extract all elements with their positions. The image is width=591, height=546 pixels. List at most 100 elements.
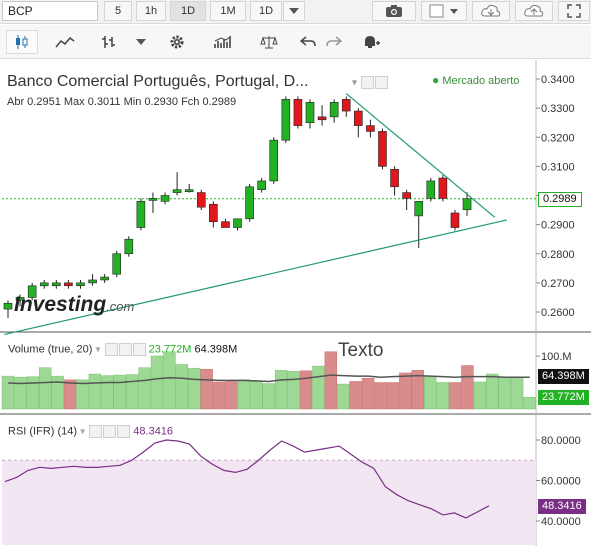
- candle-body[interactable]: [27, 285, 37, 298]
- candle-body[interactable]: [52, 282, 61, 287]
- chart-canvas[interactable]: 0.34000.33000.32000.31000.30000.29000.28…: [0, 60, 591, 546]
- volume-ma-value: 64.398M: [194, 343, 238, 356]
- line-chart-button[interactable]: [48, 30, 82, 54]
- candle-body[interactable]: [172, 189, 182, 193]
- fullscreen-button[interactable]: [558, 1, 590, 21]
- candle-body[interactable]: [402, 192, 411, 199]
- candle-body[interactable]: [462, 198, 472, 211]
- candle-body[interactable]: [184, 189, 194, 192]
- candle-body[interactable]: [64, 282, 73, 287]
- text-annotation[interactable]: Texto: [338, 340, 384, 361]
- screenshot-button[interactable]: [372, 1, 416, 21]
- candle-body[interactable]: [329, 101, 339, 118]
- candle-body[interactable]: [3, 302, 13, 310]
- timeframe-chevron-button[interactable]: [283, 1, 305, 21]
- candle-body[interactable]: [221, 221, 230, 228]
- candle-body[interactable]: [366, 125, 375, 132]
- price-tick-label: 0.2700: [541, 278, 575, 290]
- eye-icon[interactable]: [104, 343, 118, 356]
- candle-body[interactable]: [39, 282, 49, 287]
- candle-body[interactable]: [245, 186, 254, 220]
- bell-plus-icon: [365, 36, 380, 48]
- volume-bar: [274, 370, 288, 410]
- price-axis: 0.34000.33000.32000.31000.30000.29000.28…: [536, 74, 581, 528]
- rsi-tick-label: 80.0000: [541, 435, 581, 447]
- undo-button[interactable]: [296, 30, 320, 54]
- add-alert-button[interactable]: [354, 30, 388, 54]
- candle-body[interactable]: [15, 297, 25, 301]
- candle-body[interactable]: [281, 99, 291, 141]
- volume-bar: [399, 372, 412, 410]
- candle-body[interactable]: [148, 198, 158, 201]
- timeframe-1m[interactable]: 1M: [210, 1, 246, 21]
- candle-body[interactable]: [76, 282, 85, 287]
- candle-body[interactable]: [269, 139, 279, 182]
- gear-icon[interactable]: [118, 343, 132, 356]
- market-status-text: Mercado aberto: [442, 75, 520, 87]
- candle-body[interactable]: [354, 110, 363, 126]
- candle-body[interactable]: [426, 180, 436, 199]
- volume-bar: [423, 375, 437, 410]
- chevron-down-icon[interactable]: ▾: [352, 77, 358, 89]
- chevron-down-icon[interactable]: ▾: [80, 426, 86, 438]
- cloud-load-button[interactable]: [472, 1, 510, 21]
- candle-body[interactable]: [341, 99, 351, 112]
- chart-style-chevron[interactable]: [130, 30, 152, 54]
- candle-body[interactable]: [438, 177, 448, 199]
- candles-button[interactable]: [6, 30, 38, 54]
- fullscreen-icon: [567, 4, 581, 18]
- gear-icon[interactable]: [375, 76, 389, 89]
- logo-main: Investing: [14, 293, 107, 316]
- chevron-down-icon[interactable]: ▾: [95, 344, 101, 356]
- price-tick-label: 0.2600: [541, 307, 575, 319]
- status-dot-icon: ●: [432, 73, 440, 87]
- logo-suffix: .com: [106, 299, 135, 314]
- volume-bar: [461, 365, 474, 410]
- cloud-save-button[interactable]: [515, 1, 553, 21]
- camera-icon: [386, 5, 402, 17]
- trendline[interactable]: [4, 219, 508, 336]
- bar-style-button[interactable]: [92, 30, 126, 54]
- gear-icon[interactable]: [103, 425, 117, 438]
- candle-body[interactable]: [100, 276, 109, 281]
- candle-body[interactable]: [390, 168, 399, 188]
- indicators-button[interactable]: [206, 30, 240, 54]
- candle-body[interactable]: [209, 203, 218, 223]
- candle-body[interactable]: [257, 180, 266, 190]
- candle-body[interactable]: [293, 99, 303, 126]
- volume-bar: [386, 382, 400, 410]
- volume-bar: [1, 375, 15, 410]
- rsi-tick-label: 40.0000: [541, 516, 581, 528]
- close-icon[interactable]: [117, 425, 131, 438]
- volume-bar: [324, 351, 338, 410]
- candle-body[interactable]: [112, 253, 122, 275]
- timeframe-1d[interactable]: 1D: [170, 1, 206, 21]
- candle-body[interactable]: [124, 238, 134, 255]
- candle-body[interactable]: [450, 212, 460, 228]
- compare-button[interactable]: [252, 30, 286, 54]
- trendline[interactable]: [345, 93, 496, 218]
- candle-body[interactable]: [305, 101, 315, 123]
- rsi-line[interactable]: [4, 439, 490, 519]
- close-icon[interactable]: [132, 343, 146, 356]
- candle-body[interactable]: [196, 192, 206, 208]
- redo-button[interactable]: [322, 30, 346, 54]
- rsi-current-tag: 48.3416: [538, 499, 586, 514]
- timeframe-1h[interactable]: 1h: [136, 1, 166, 21]
- candle-body[interactable]: [378, 131, 387, 167]
- symbol-input[interactable]: BCP: [2, 1, 98, 21]
- candle-body[interactable]: [160, 195, 170, 202]
- eye-icon[interactable]: [89, 425, 103, 438]
- settings-button[interactable]: [160, 30, 194, 54]
- volume-bar: [312, 365, 325, 410]
- candle-body[interactable]: [414, 201, 424, 217]
- timeframe-5min[interactable]: 5: [104, 1, 132, 21]
- timeframe-dropdown[interactable]: 1D: [250, 1, 282, 21]
- candle-body[interactable]: [233, 218, 242, 228]
- eye-icon[interactable]: [361, 76, 375, 89]
- chart-type-button[interactable]: [421, 1, 467, 21]
- candle-body[interactable]: [88, 279, 97, 284]
- volume-bar: [39, 367, 52, 410]
- candle-body[interactable]: [317, 116, 327, 121]
- candle-body[interactable]: [136, 201, 146, 228]
